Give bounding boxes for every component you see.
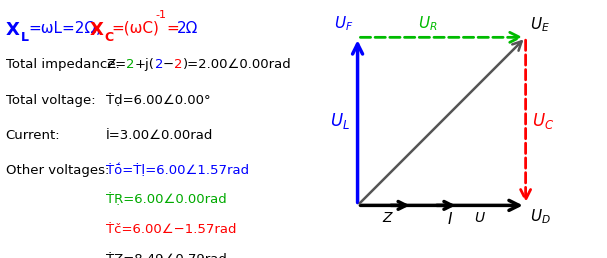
Text: =ωL=2Ω,: =ωL=2Ω, (28, 21, 101, 36)
Text: Ṫḍ=6.00∠0.00°: Ṫḍ=6.00∠0.00° (106, 94, 211, 107)
Text: Total voltage:: Total voltage: (5, 94, 95, 107)
Text: $U_R$: $U_R$ (418, 14, 438, 33)
Text: Other voltages:: Other voltages: (5, 164, 109, 177)
Text: Total impedance:: Total impedance: (5, 58, 120, 71)
Text: 2Ω: 2Ω (177, 21, 198, 36)
Text: $I$: $I$ (447, 212, 453, 228)
Text: )=2.00∠0.00rad: )=2.00∠0.00rad (183, 58, 291, 71)
Text: $U_E$: $U_E$ (530, 15, 550, 34)
Text: +j(: +j( (135, 58, 155, 71)
Text: ṪẒ=8.49∠0.79rad: ṪẒ=8.49∠0.79rad (106, 253, 227, 258)
Text: Z=: Z= (106, 58, 126, 71)
Text: ṪṚ=6.00∠0.00rad: ṪṚ=6.00∠0.00rad (106, 194, 227, 206)
Text: $U_F$: $U_F$ (334, 14, 353, 33)
Text: −: − (163, 58, 174, 71)
Text: $U_L$: $U_L$ (330, 111, 350, 131)
Text: İ=3.00∠0.00rad: İ=3.00∠0.00rad (106, 129, 214, 142)
Text: -1: -1 (155, 10, 166, 20)
Text: Ṫṓ=Ṫḷ=6.00∠1.57rad: Ṫṓ=Ṫḷ=6.00∠1.57rad (106, 164, 249, 177)
Text: L: L (21, 31, 29, 44)
Text: $Z$: $Z$ (382, 212, 394, 225)
Text: 2: 2 (174, 58, 183, 71)
Text: $U_D$: $U_D$ (530, 207, 551, 225)
Text: C: C (105, 31, 114, 44)
Text: Ṫč=6.00∠−1.57rad: Ṫč=6.00∠−1.57rad (106, 223, 237, 236)
Text: X: X (89, 21, 103, 39)
Text: Current:: Current: (5, 129, 60, 142)
Text: 2: 2 (126, 58, 135, 71)
Text: $U$: $U$ (474, 212, 486, 225)
Text: =: = (166, 21, 179, 36)
Text: =(ωC): =(ωC) (112, 21, 160, 36)
Text: X: X (5, 21, 19, 39)
Text: $U_C$: $U_C$ (532, 111, 554, 131)
Text: 2: 2 (155, 58, 163, 71)
